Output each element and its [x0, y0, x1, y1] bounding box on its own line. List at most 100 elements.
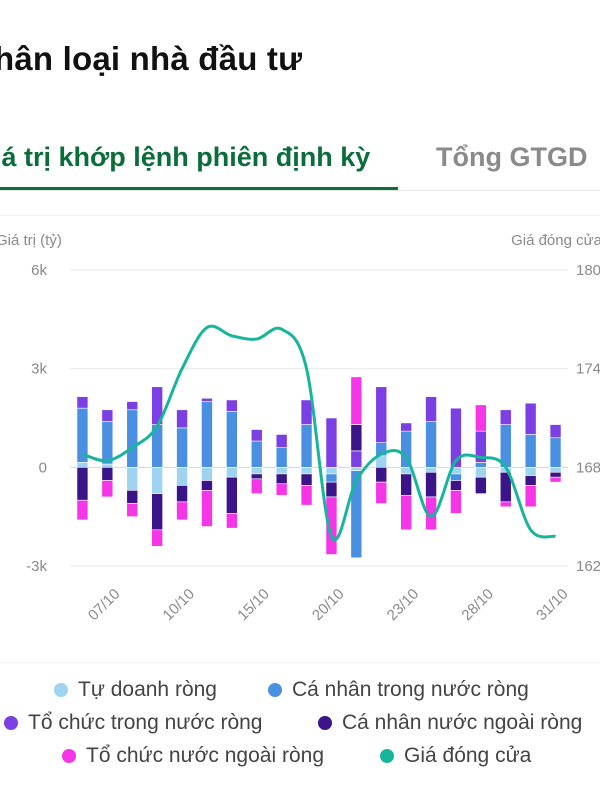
bar-segment [300, 485, 313, 506]
bar-segment [400, 422, 412, 432]
bar-segment [126, 409, 139, 468]
bar-segment [275, 434, 288, 448]
bar-segment [524, 485, 537, 508]
bar-segment [226, 399, 238, 412]
bar-segment [76, 462, 89, 468]
bar-segment [250, 440, 263, 468]
bar-segment [151, 529, 163, 547]
bar-segment [300, 424, 313, 468]
bar-segment [350, 470, 363, 559]
bar-segment [425, 396, 437, 422]
legend-dot-ca-nhan-nuoc-ngoai [318, 716, 332, 730]
legend-label: Giá đóng cửa [404, 744, 532, 767]
tab-divider [0, 190, 600, 191]
active-tab-indicator [0, 187, 398, 190]
bar-segment [325, 467, 338, 475]
tab-total-trading-value[interactable]: Tổng GTGD [436, 142, 588, 172]
bar-segment [275, 483, 288, 496]
bar-segment [450, 407, 462, 468]
bar-segment [350, 467, 363, 471]
bar-segment [226, 476, 238, 514]
legend-label: Tổ chức trong nước ròng [28, 711, 263, 734]
bar-segment [325, 496, 338, 555]
legend-label: Cá nhân nước ngoài ròng [342, 711, 583, 734]
bar-segment [275, 467, 288, 475]
bar-segment [126, 401, 139, 411]
bar-segment [126, 503, 139, 517]
x-tick-label: 10/10 [160, 586, 199, 625]
legend-dot-to-chuc-nuoc-ngoai [62, 749, 76, 763]
bar-segment [325, 473, 338, 483]
legend-item-ca-nhan-nuoc-ngoai[interactable]: Cá nhân nước ngoài ròng [318, 711, 582, 735]
bar-segment [76, 396, 89, 409]
bar-segment [76, 499, 89, 521]
legend-item-to-chuc-nuoc-ngoai[interactable]: Tổ chức nước ngoài ròng [62, 744, 324, 768]
bar-segment [201, 401, 213, 468]
legend-item-tu-doanh[interactable]: Tự doanh ròng [54, 678, 217, 702]
bar-segment [450, 473, 462, 481]
bar-segment [176, 427, 188, 468]
y2-tick-label: 162 [576, 558, 600, 575]
legend-label: Cá nhân trong nước ròng [292, 678, 529, 701]
bar-segment [275, 447, 288, 468]
x-tick-label: 31/10 [533, 586, 572, 625]
x-tick-label: 07/10 [85, 586, 124, 625]
bar-segment [250, 467, 263, 475]
bar-segment [325, 417, 338, 468]
bar-segment [425, 467, 437, 473]
bar-segment [300, 399, 313, 425]
y2-tick-label: 168 [576, 459, 600, 476]
tab-bar: iá trị khớp lệnh phiên định kỳ Tổng GTGD [0, 130, 600, 192]
legend-dot-tu-doanh [54, 683, 68, 697]
bar-segment [549, 424, 562, 439]
bar-segment [375, 467, 388, 483]
legend-dot-ca-nhan-trong-nuoc [268, 683, 282, 697]
legend-item-to-chuc-trong-nuoc[interactable]: Tổ chức trong nước ròng [4, 711, 263, 735]
bar-segment [425, 420, 437, 468]
bar-segment [549, 471, 562, 478]
bar-segment [524, 434, 537, 468]
x-tick-label: 28/10 [458, 586, 497, 625]
bar-segment [101, 463, 114, 468]
bar-segment [350, 376, 363, 425]
bar-segment [375, 386, 388, 443]
legend-label: Tổ chức nước ngoài ròng [86, 744, 325, 767]
bar-segment [475, 476, 487, 494]
bar-segment [101, 467, 114, 481]
tab-periodic-matched-value[interactable]: iá trị khớp lệnh phiên định kỳ [0, 142, 371, 172]
y-tick-label: 3k [31, 361, 47, 378]
bar-segment [151, 467, 163, 494]
bar-segment [176, 409, 188, 429]
legend-dot-gia-dong-cua [380, 749, 394, 763]
bar-segment [250, 429, 263, 442]
bar-segment [499, 501, 512, 508]
x-tick-label: 20/10 [309, 586, 348, 625]
y-tick-label: 6k [31, 262, 47, 279]
legend-item-gia-dong-cua[interactable]: Giá đóng cửa [380, 744, 531, 768]
bar-segment [226, 513, 238, 529]
legend-item-ca-nhan-trong-nuoc[interactable]: Cá nhân trong nước ròng [268, 678, 529, 702]
bar-segment [250, 478, 263, 494]
page-title: hân loại nhà đầu tư [0, 40, 303, 77]
bar-segment [226, 467, 238, 478]
bar-segment [300, 473, 313, 486]
bar-segment [126, 490, 139, 504]
bar-segment [400, 494, 412, 531]
x-tick-label: 15/10 [234, 586, 273, 625]
bar-segment [325, 481, 338, 498]
bar-segment [549, 467, 562, 473]
bar-segment [425, 471, 437, 498]
investor-flow-chart: 6k 3k 0 -3k 180 174 168 162 Giá trị (tỷ) Giá đóng… [0, 232, 600, 625]
y-tick-label: 0 [39, 459, 47, 476]
bar-segment [375, 481, 388, 504]
bar-segment [549, 476, 562, 483]
bar-segment [475, 404, 487, 432]
bar-segment [201, 480, 213, 491]
legend-dot-to-chuc-trong-nuoc [4, 716, 18, 730]
bar-segment [226, 411, 238, 468]
chart-card: 6k 3k 0 -3k 180 174 168 162 Giá trị (tỷ) Giá đóng… [0, 216, 600, 662]
bar-segment [101, 480, 114, 498]
bar-segment [275, 473, 288, 485]
bar-segment [176, 467, 188, 486]
bar-segment [350, 450, 363, 468]
